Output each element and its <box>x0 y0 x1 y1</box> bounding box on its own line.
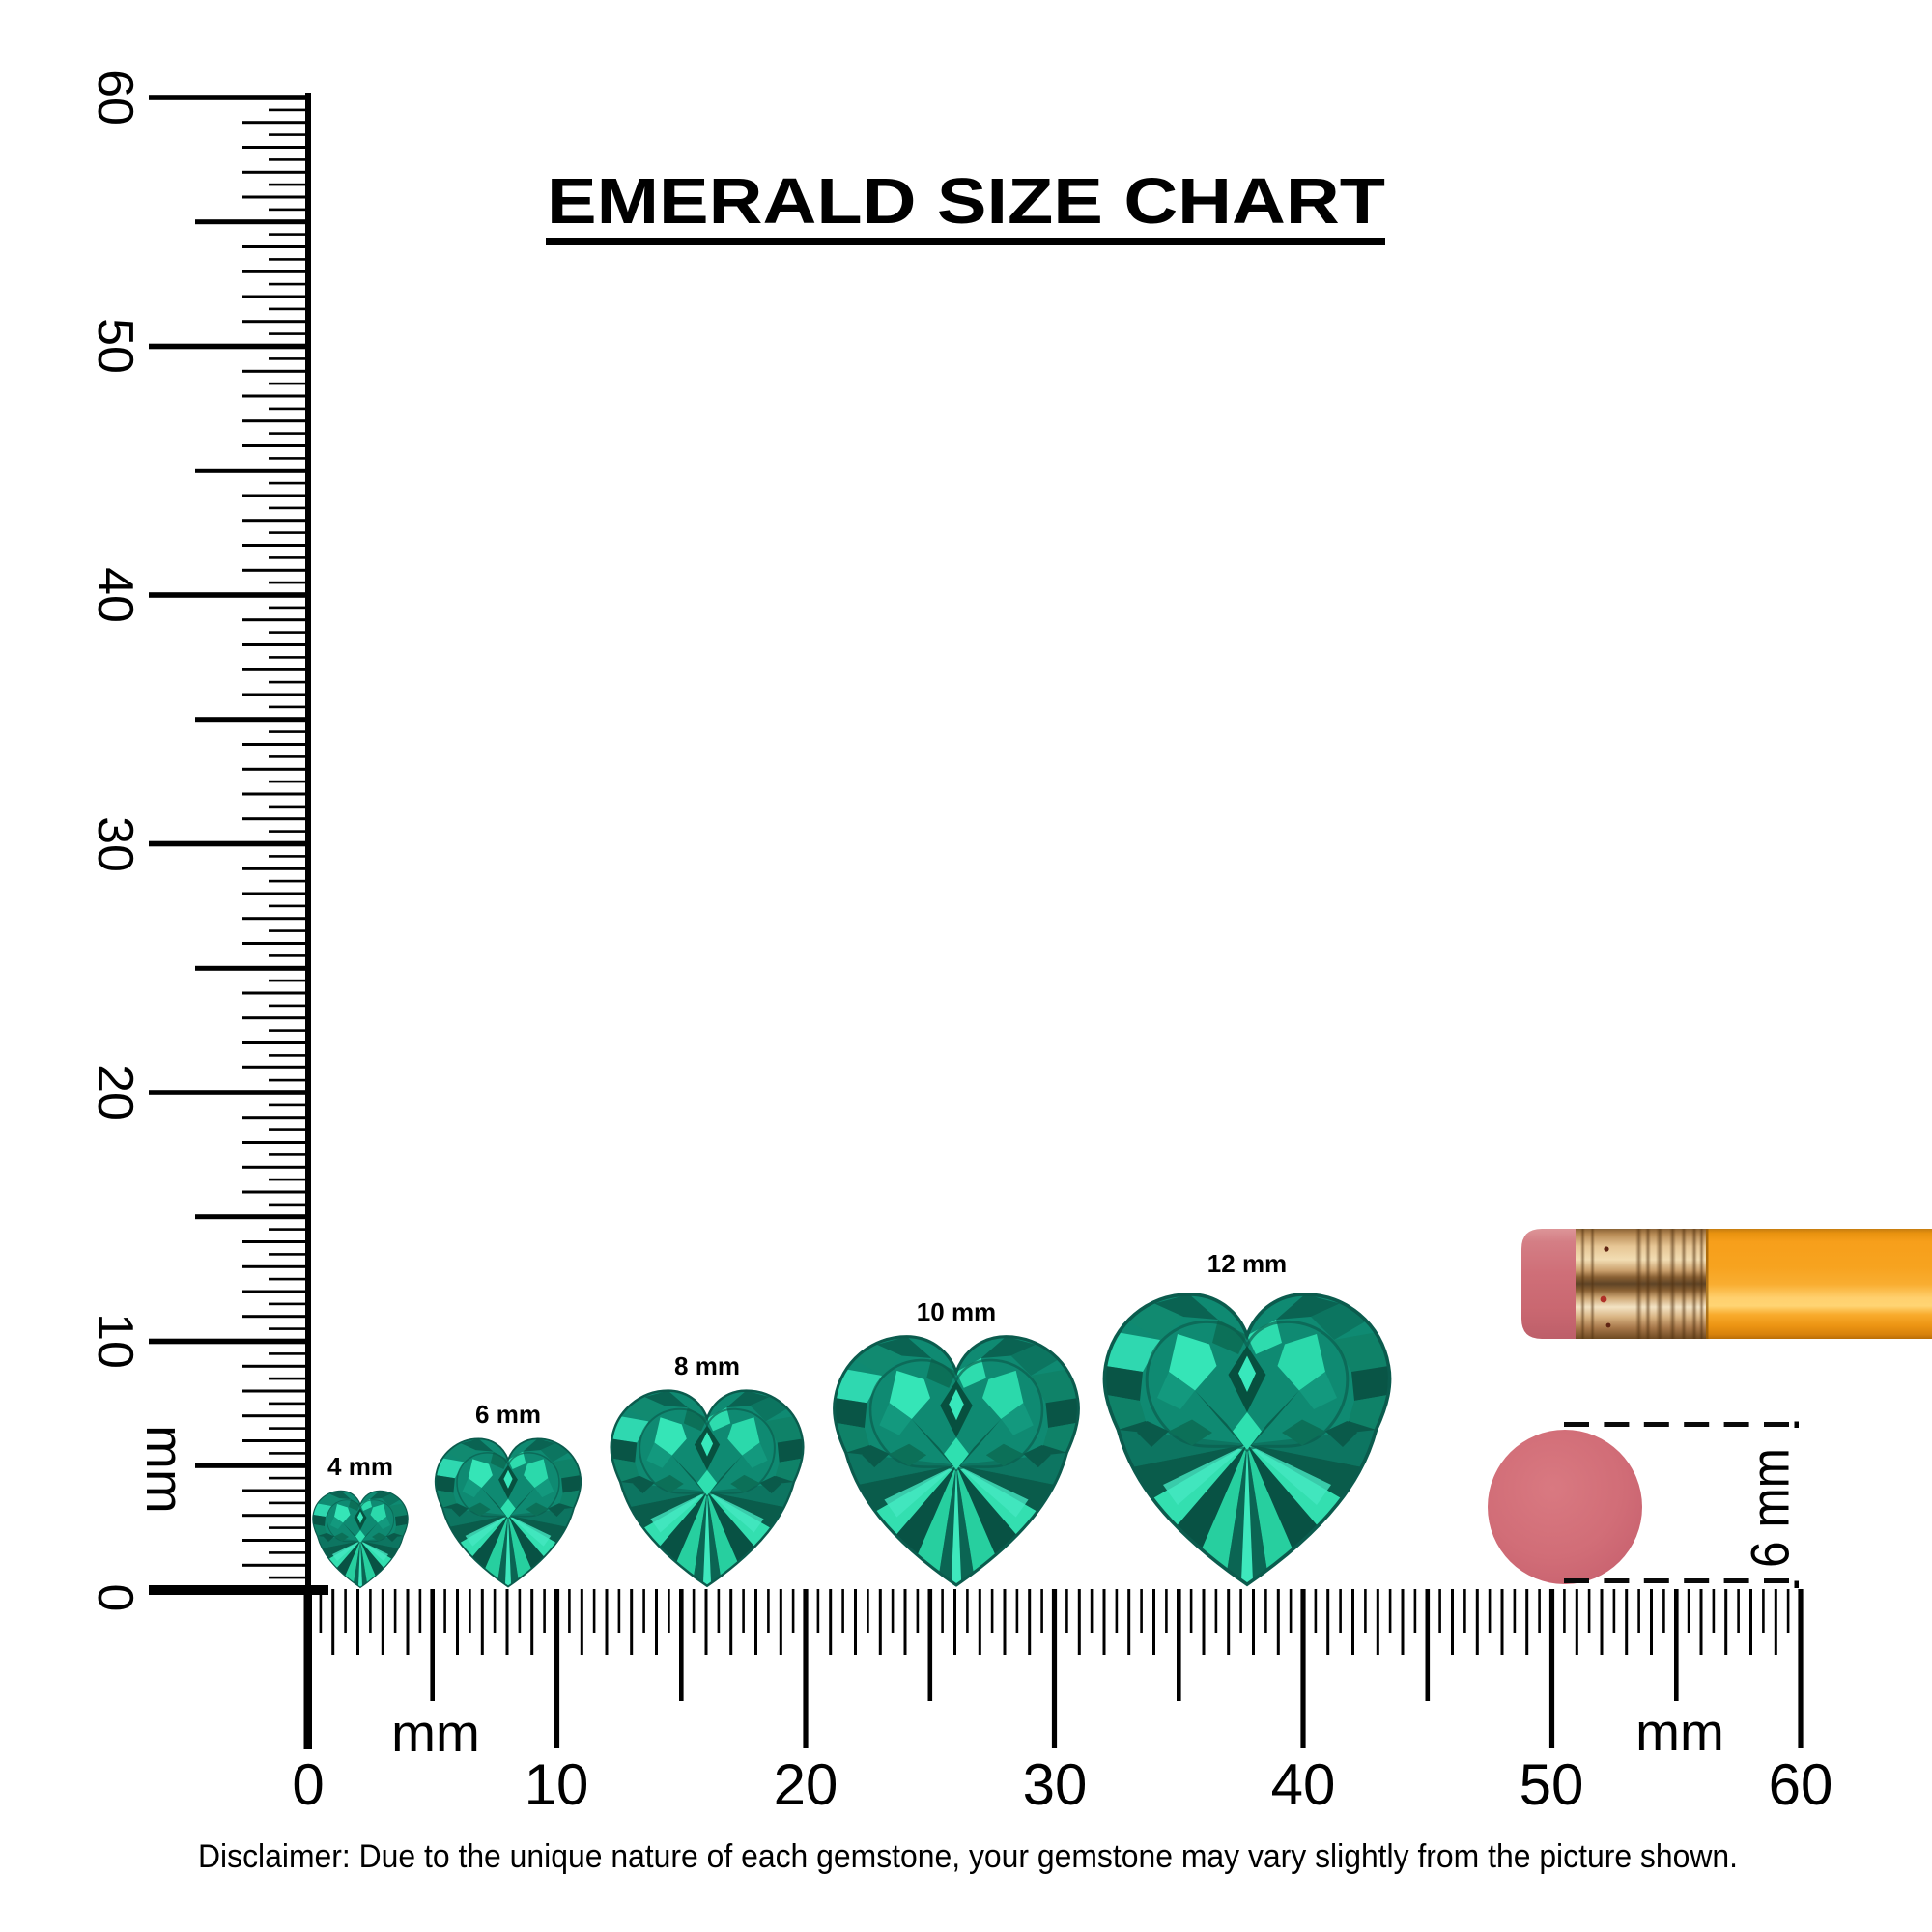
svg-text:20: 20 <box>774 1752 838 1817</box>
svg-text:20: 20 <box>87 1065 143 1121</box>
svg-text:50: 50 <box>87 318 143 374</box>
svg-text:60: 60 <box>87 70 143 126</box>
svg-text:60: 60 <box>1769 1752 1833 1817</box>
svg-text:8 mm: 8 mm <box>674 1351 740 1380</box>
svg-text:6 mm: 6 mm <box>1740 1448 1801 1568</box>
svg-text:40: 40 <box>1271 1752 1336 1817</box>
svg-text:50: 50 <box>1520 1752 1584 1817</box>
svg-text:10 mm: 10 mm <box>917 1297 996 1326</box>
svg-text:10: 10 <box>87 1313 143 1369</box>
svg-text:mm: mm <box>135 1425 195 1514</box>
svg-text:mm: mm <box>1635 1702 1724 1762</box>
svg-text:mm: mm <box>391 1703 480 1763</box>
svg-text:10: 10 <box>525 1752 589 1817</box>
svg-text:40: 40 <box>87 567 143 623</box>
svg-text:0: 0 <box>292 1752 324 1817</box>
svg-text:30: 30 <box>1023 1752 1088 1817</box>
svg-text:6 mm: 6 mm <box>475 1400 541 1429</box>
svg-text:12 mm: 12 mm <box>1208 1249 1287 1278</box>
svg-text:0: 0 <box>87 1584 143 1612</box>
svg-text:4 mm: 4 mm <box>327 1452 393 1481</box>
svg-text:30: 30 <box>87 816 143 872</box>
svg-text:Disclaimer: Due to the unique: Disclaimer: Due to the unique nature of … <box>198 1838 1738 1875</box>
svg-text:EMERALD SIZE CHART: EMERALD SIZE CHART <box>547 165 1385 238</box>
